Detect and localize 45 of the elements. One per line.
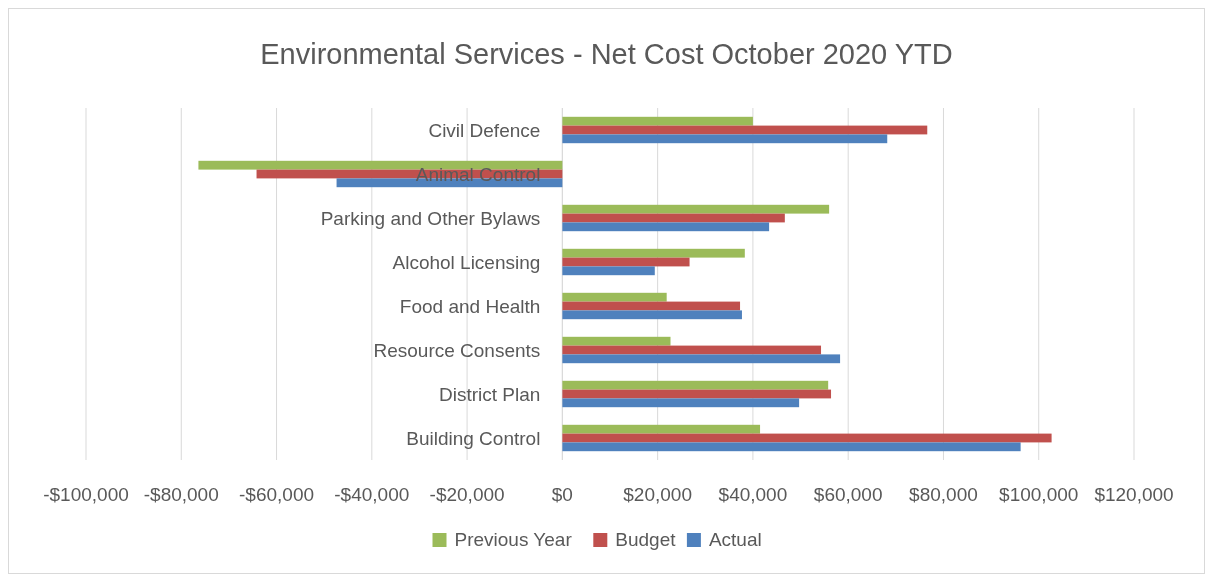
bar xyxy=(562,204,830,214)
y-tick-label: Resource Consents xyxy=(373,340,541,361)
bar xyxy=(562,292,667,302)
bar xyxy=(562,134,888,144)
bar xyxy=(562,380,829,390)
bar xyxy=(562,433,1052,443)
y-tick-label: Food and Health xyxy=(399,296,541,317)
bar xyxy=(562,354,841,364)
bar xyxy=(562,301,741,311)
bar xyxy=(562,398,800,408)
chart-title: Environmental Services - Net Cost October 2020 YTD xyxy=(260,38,953,70)
x-tick-label: -$100,000 xyxy=(43,484,129,505)
bar xyxy=(562,257,690,267)
y-tick-label: Building Control xyxy=(406,428,541,449)
x-tick-label: -$80,000 xyxy=(143,484,219,505)
bar xyxy=(562,345,822,355)
x-tick-label: $80,000 xyxy=(909,484,978,505)
legend-label: Budget xyxy=(615,529,677,550)
x-tick-label: $100,000 xyxy=(999,484,1079,505)
y-tick-label: District Plan xyxy=(439,384,541,405)
bar xyxy=(562,336,671,346)
x-tick-label: $120,000 xyxy=(1094,484,1174,505)
legend-label: Previous Year xyxy=(454,529,573,550)
x-tick-label: $40,000 xyxy=(718,484,788,505)
x-tick-label: $60,000 xyxy=(813,484,883,505)
x-tick-label: $20,000 xyxy=(623,484,692,505)
bar xyxy=(562,310,742,320)
y-tick-label: Parking and Other Bylaws xyxy=(320,208,541,229)
bar xyxy=(198,160,563,170)
bar xyxy=(562,266,655,276)
bar xyxy=(562,442,1021,452)
x-tick-label: $0 xyxy=(551,484,573,505)
y-tick-label: Civil Defence xyxy=(428,120,541,141)
bar xyxy=(562,389,832,399)
bar xyxy=(562,213,785,223)
bar xyxy=(562,424,761,434)
bar xyxy=(562,116,753,126)
bar xyxy=(562,248,745,258)
bar xyxy=(562,125,928,135)
x-tick-label: -$60,000 xyxy=(239,484,315,505)
legend-label: Actual xyxy=(708,529,762,550)
y-tick-label: Alcohol Licensing xyxy=(392,252,541,273)
x-tick-label: -$40,000 xyxy=(334,484,410,505)
x-tick-label: -$20,000 xyxy=(429,484,505,505)
bar xyxy=(562,222,770,232)
